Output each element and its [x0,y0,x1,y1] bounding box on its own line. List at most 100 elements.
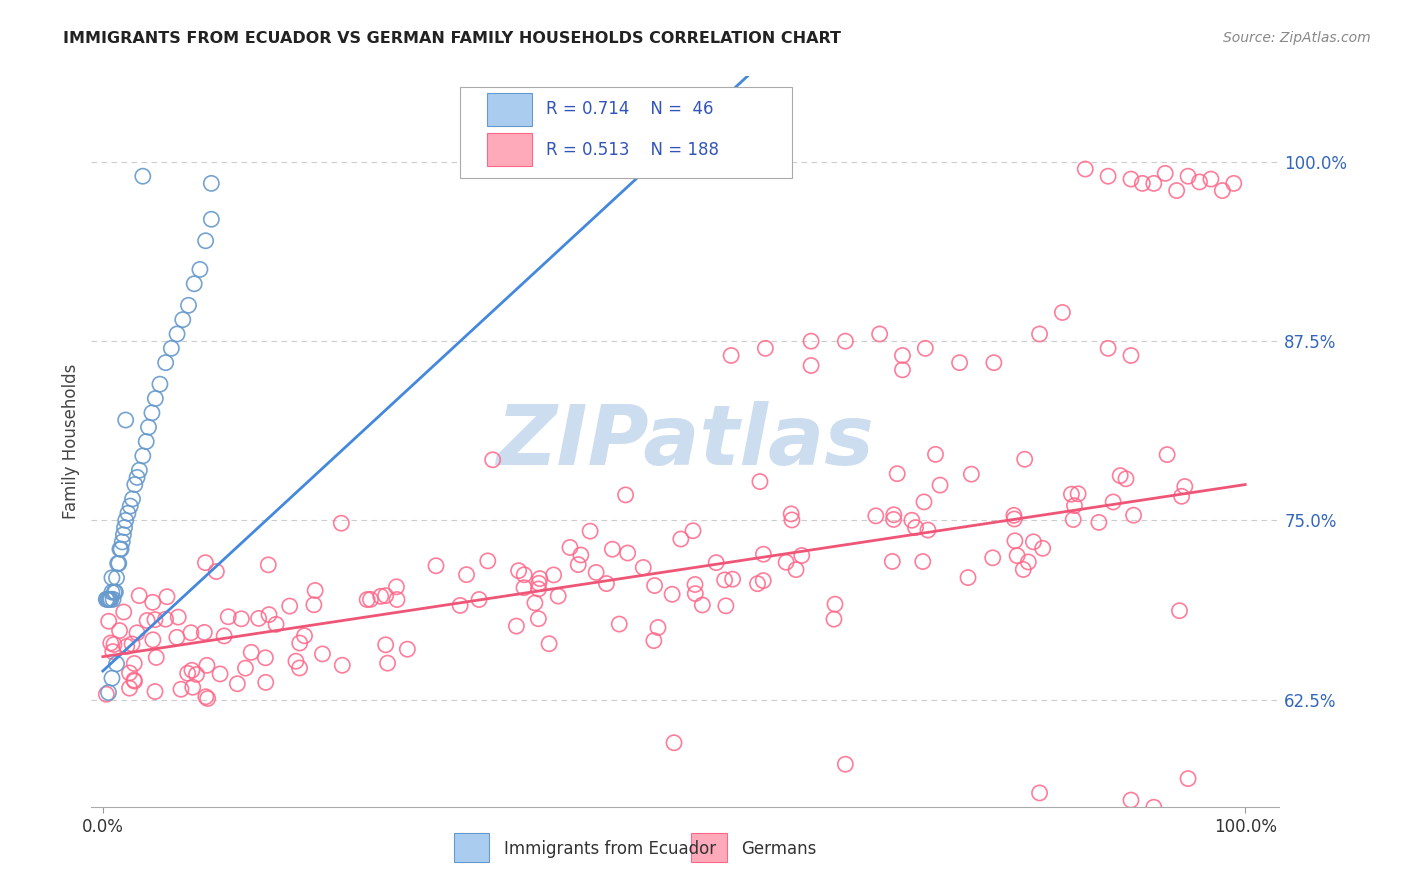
Point [869,326,891,341]
Text: Immigrants from Ecuador: Immigrants from Ecuador [503,840,716,858]
Point [1122,508,1144,523]
Point [662,736,685,750]
Point [138,420,160,434]
Point [834,757,856,772]
Point [1119,349,1142,363]
Point [105,657,128,671]
Point [1063,499,1085,513]
Point [111,535,134,549]
Point [112,605,135,619]
Point [1177,169,1199,184]
Point [529,572,551,586]
FancyBboxPatch shape [692,833,727,862]
Point [1102,495,1125,509]
Point [692,598,714,612]
FancyBboxPatch shape [486,133,531,166]
Point [101,585,124,599]
Point [1028,786,1050,800]
Point [374,638,396,652]
Point [886,467,908,481]
Point [647,620,669,634]
Point [288,661,311,675]
Point [115,640,138,654]
Point [128,589,150,603]
Point [226,677,249,691]
Point [1088,516,1111,530]
Point [1060,487,1083,501]
Point [108,624,131,638]
Point [205,565,228,579]
Point [595,576,617,591]
Point [1199,172,1222,186]
Point [924,447,946,461]
Point [883,508,905,522]
Point [135,434,157,449]
Point [527,612,550,626]
Point [257,558,280,572]
Point [1074,162,1097,177]
Point [917,523,939,537]
Point [616,546,638,560]
Point [181,663,204,677]
Point [105,571,128,585]
Point [790,549,813,563]
Point [96,592,118,607]
Point [142,632,165,647]
Point [891,363,914,377]
Point [748,475,770,489]
Point [200,212,222,227]
Point [1014,452,1036,467]
Point [356,592,378,607]
Point [385,592,408,607]
Point [302,598,325,612]
Point [359,592,381,607]
Point [155,356,177,370]
Point [1130,177,1153,191]
Point [145,650,167,665]
Text: ZIPatlas: ZIPatlas [496,401,875,482]
Point [720,349,742,363]
Point [374,589,396,603]
FancyBboxPatch shape [460,87,793,178]
Point [1115,472,1137,486]
Point [98,592,121,607]
Point [981,550,1004,565]
Point [513,567,536,582]
Point [193,625,215,640]
Point [1062,512,1084,526]
Point [527,582,550,596]
Point [264,617,287,632]
Point [101,571,124,585]
Point [682,524,704,538]
Point [132,169,155,184]
Point [101,592,124,607]
Point [166,631,188,645]
Point [752,547,775,561]
Point [713,573,735,587]
Point [1222,177,1244,191]
Point [1005,549,1028,563]
Point [122,657,145,671]
Point [110,542,132,557]
FancyBboxPatch shape [486,93,531,126]
Point [1052,305,1074,319]
Point [114,413,136,427]
Point [200,177,222,191]
Point [780,513,803,527]
Point [543,568,565,582]
Point [912,495,935,509]
Point [396,642,419,657]
Point [143,392,166,406]
Point [127,470,148,484]
Point [125,625,148,640]
Point [1017,555,1039,569]
Point [121,491,143,506]
Point [217,609,239,624]
Point [468,592,491,607]
Point [1188,175,1211,189]
Point [607,617,630,632]
Point [278,599,301,613]
FancyBboxPatch shape [454,833,489,862]
Point [948,356,970,370]
Point [124,674,146,689]
